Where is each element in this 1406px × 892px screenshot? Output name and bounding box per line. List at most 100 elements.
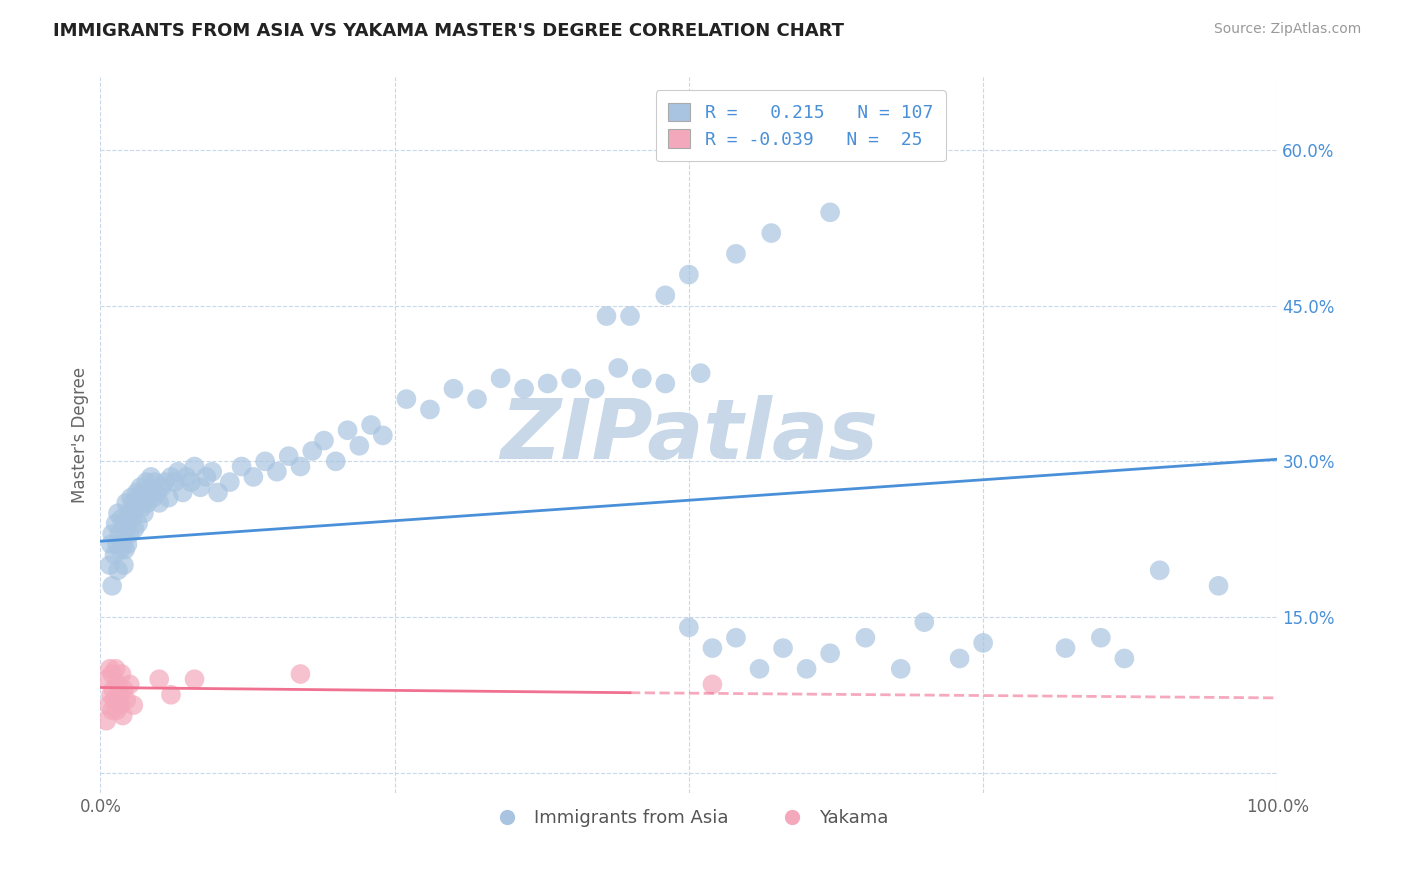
Point	[148, 672, 170, 686]
Point	[160, 470, 183, 484]
Point	[678, 268, 700, 282]
Point	[107, 677, 129, 691]
Point	[201, 465, 224, 479]
Point	[583, 382, 606, 396]
Point	[301, 444, 323, 458]
Point	[131, 501, 153, 516]
Point	[117, 506, 139, 520]
Point	[290, 667, 312, 681]
Point	[105, 537, 128, 551]
Point	[110, 511, 132, 525]
Point	[180, 475, 202, 489]
Point	[101, 579, 124, 593]
Point	[125, 485, 148, 500]
Point	[678, 620, 700, 634]
Point	[108, 527, 131, 541]
Point	[100, 688, 122, 702]
Point	[207, 485, 229, 500]
Point	[117, 537, 139, 551]
Point	[312, 434, 335, 448]
Point	[654, 288, 676, 302]
Point	[114, 542, 136, 557]
Point	[465, 392, 488, 406]
Point	[266, 465, 288, 479]
Point	[115, 693, 138, 707]
Point	[1114, 651, 1136, 665]
Point	[630, 371, 652, 385]
Point	[100, 537, 122, 551]
Point	[115, 522, 138, 536]
Point	[122, 698, 145, 713]
Point	[105, 703, 128, 717]
Point	[103, 548, 125, 562]
Point	[97, 698, 120, 713]
Point	[748, 662, 770, 676]
Point	[139, 485, 162, 500]
Point	[143, 475, 166, 489]
Point	[513, 382, 536, 396]
Point	[183, 459, 205, 474]
Point	[96, 714, 118, 728]
Point	[98, 662, 121, 676]
Point	[654, 376, 676, 391]
Point	[104, 516, 127, 531]
Point	[349, 439, 371, 453]
Legend: Immigrants from Asia, Yakama: Immigrants from Asia, Yakama	[482, 802, 896, 834]
Point	[183, 672, 205, 686]
Point	[110, 667, 132, 681]
Point	[761, 226, 783, 240]
Point	[121, 511, 143, 525]
Point	[818, 646, 841, 660]
Point	[702, 677, 724, 691]
Point	[242, 470, 264, 484]
Point	[124, 522, 146, 536]
Point	[112, 516, 135, 531]
Point	[118, 527, 141, 541]
Point	[101, 703, 124, 717]
Point	[111, 537, 134, 551]
Point	[912, 615, 935, 629]
Point	[536, 376, 558, 391]
Point	[101, 667, 124, 681]
Point	[818, 205, 841, 219]
Point	[1054, 641, 1077, 656]
Point	[96, 672, 118, 686]
Point	[157, 491, 180, 505]
Point	[98, 558, 121, 573]
Point	[107, 506, 129, 520]
Point	[325, 454, 347, 468]
Point	[108, 688, 131, 702]
Point	[560, 371, 582, 385]
Point	[254, 454, 277, 468]
Point	[134, 491, 156, 505]
Point	[689, 366, 711, 380]
Point	[148, 496, 170, 510]
Point	[190, 480, 212, 494]
Point	[107, 563, 129, 577]
Point	[135, 475, 157, 489]
Point	[146, 485, 169, 500]
Point	[101, 527, 124, 541]
Point	[115, 496, 138, 510]
Point	[1149, 563, 1171, 577]
Point	[1208, 579, 1230, 593]
Point	[163, 475, 186, 489]
Point	[174, 470, 197, 484]
Point	[124, 501, 146, 516]
Point	[277, 449, 299, 463]
Point	[129, 480, 152, 494]
Point	[231, 459, 253, 474]
Point	[150, 480, 173, 494]
Point	[136, 496, 159, 510]
Point	[110, 698, 132, 713]
Point	[104, 662, 127, 676]
Point	[1090, 631, 1112, 645]
Text: ZIPatlas: ZIPatlas	[501, 395, 877, 476]
Point	[111, 708, 134, 723]
Point	[195, 470, 218, 484]
Point	[160, 688, 183, 702]
Point	[855, 631, 877, 645]
Point	[172, 485, 194, 500]
Point	[127, 516, 149, 531]
Point	[772, 641, 794, 656]
